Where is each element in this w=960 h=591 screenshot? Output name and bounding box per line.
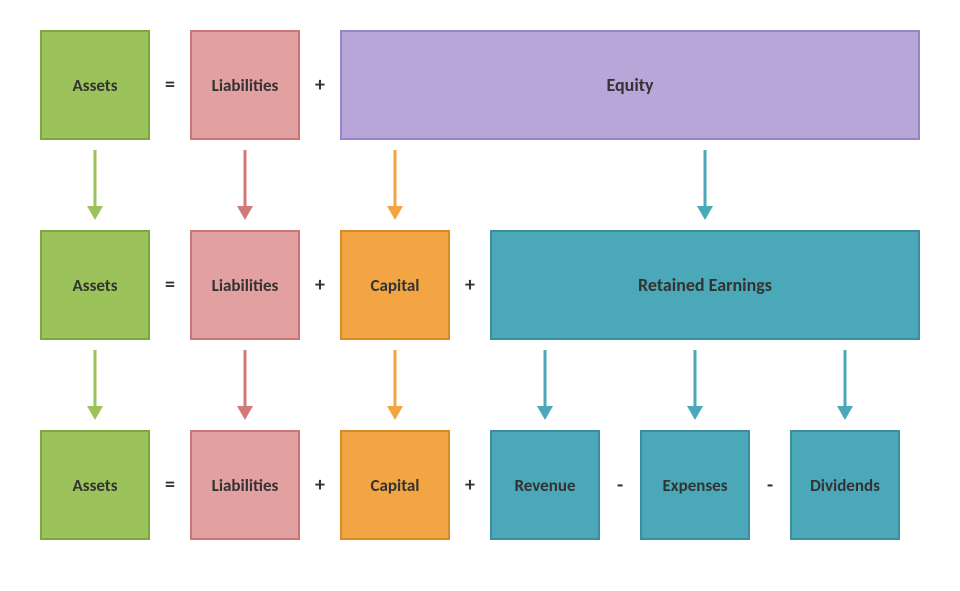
box-liabilities-r1: Liabilities [190,30,300,140]
box-assets-r2: Assets [40,230,150,340]
operator-equals-r3: = [160,475,180,495]
box-liabilities-r3: Liabilities [190,430,300,540]
box-assets-r1: Assets [40,30,150,140]
box-capital-r3: Capital [340,430,450,540]
operator-plus-r2-1: + [310,275,330,295]
operator-plus-r1-1: + [310,75,330,95]
arrow-liabilities-2 [237,350,253,420]
box-expenses-r3: Expenses [640,430,750,540]
box-equity-r1: Equity [340,30,920,140]
operator-minus-r3-1: - [610,475,630,495]
arrow-expenses-2 [687,350,703,420]
operator-equals-r1: = [160,75,180,95]
box-retained-earnings-r2: Retained Earnings [490,230,920,340]
arrow-capital-1 [387,150,403,220]
arrow-dividends-2 [837,350,853,420]
box-dividends-r3: Dividends [790,430,900,540]
box-assets-r3: Assets [40,430,150,540]
box-liabilities-r2: Liabilities [190,230,300,340]
box-revenue-r3: Revenue [490,430,600,540]
operator-minus-r3-2: - [760,475,780,495]
box-capital-r2: Capital [340,230,450,340]
operator-equals-r2: = [160,275,180,295]
arrow-retained-1 [697,150,713,220]
arrow-revenue-2 [537,350,553,420]
operator-plus-r3-1: + [310,475,330,495]
operator-plus-r2-2: + [460,275,480,295]
arrow-liabilities-1 [237,150,253,220]
arrow-capital-2 [387,350,403,420]
arrow-assets-2 [87,350,103,420]
operator-plus-r3-2: + [460,475,480,495]
arrow-assets-1 [87,150,103,220]
